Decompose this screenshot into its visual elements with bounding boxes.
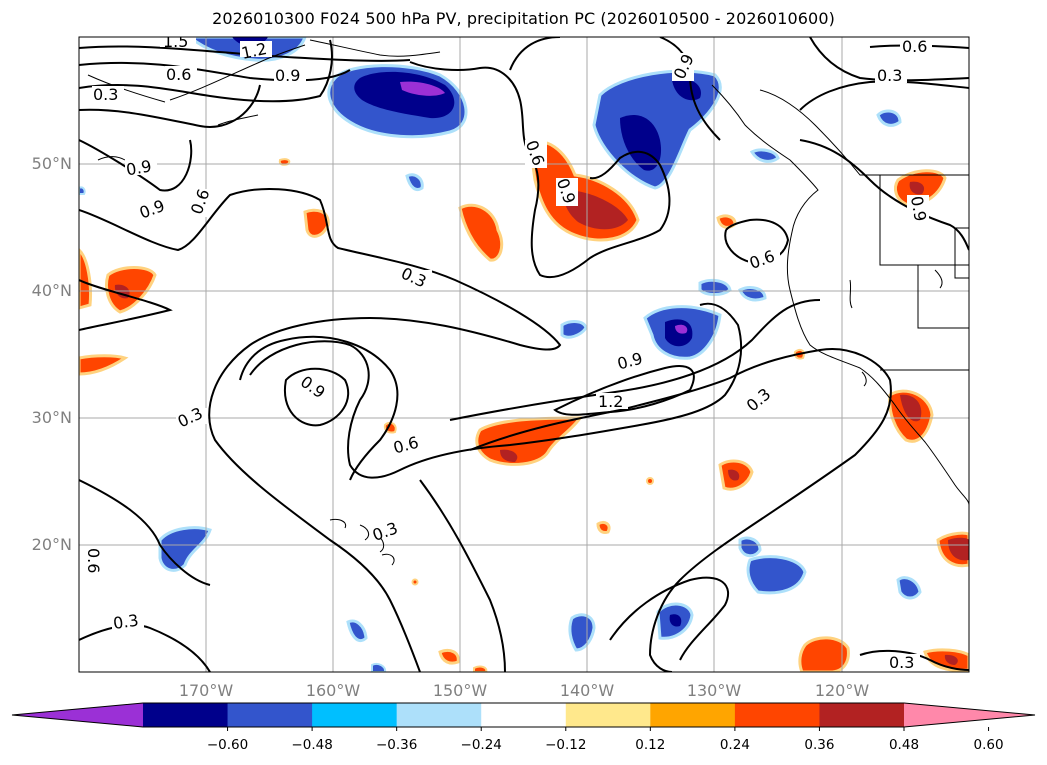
colorbar-tick-label: −0.60 <box>207 737 248 753</box>
lon-label-120w: 120°W <box>815 681 870 700</box>
lat-label-20n: 20°N <box>32 535 72 554</box>
lon-label-140w: 140°W <box>560 681 615 700</box>
lat-label-50n: 50°N <box>32 154 72 173</box>
lon-label-170w: 170°W <box>179 681 234 700</box>
colorbar-tick-label: 0.60 <box>974 737 1004 753</box>
contour-label: 0.9 <box>125 156 153 179</box>
colorbar-segment <box>819 703 905 727</box>
contour-label: 1.2 <box>598 392 623 411</box>
contour-label: 1.5 <box>163 32 188 51</box>
map-title: 2026010300 F024 500 hPa PV, precipitatio… <box>212 9 835 28</box>
contour-label: 0.9 <box>907 194 930 222</box>
contour-label: 0.3 <box>889 653 914 672</box>
colorbar-tick-label: 0.24 <box>720 737 750 753</box>
colorbar-segment <box>312 703 398 727</box>
contour-label: 0.6 <box>902 37 927 56</box>
colorbar-outline <box>11 702 1036 728</box>
gridlines <box>79 37 969 672</box>
colorbar-segment <box>396 703 482 727</box>
contour-label: 0.3 <box>877 66 902 85</box>
map-frame <box>78 36 970 673</box>
lat-label-30n: 30°N <box>32 408 72 427</box>
colorbar-segment <box>227 703 313 727</box>
colorbar-tick-label: −0.36 <box>376 737 417 753</box>
contour-label: 0.3 <box>112 611 140 633</box>
colorbar-segment <box>143 703 229 727</box>
pv-contours <box>79 37 969 672</box>
colorbar-segment <box>565 703 651 727</box>
colorbar-segment <box>650 703 736 727</box>
colorbar-tick-label: −0.24 <box>461 737 502 753</box>
lon-label-130w: 130°W <box>687 681 742 700</box>
colorbar-tick-label: 0.12 <box>635 737 665 753</box>
colorbar-tick-label: 0.48 <box>889 737 919 753</box>
colorbar-extension-low <box>12 703 143 727</box>
map-panel: 1.5 1.2 0.6 0.9 0.3 0.9 0.6 0.9 0.9 0.6 … <box>79 32 969 672</box>
contour-label: 0.6 <box>84 548 103 573</box>
contour-label: 0.6 <box>166 65 191 84</box>
contour-labels: 1.5 1.2 0.6 0.9 0.3 0.9 0.6 0.9 0.9 0.6 … <box>80 32 932 672</box>
colorbar-segment <box>734 703 820 727</box>
contour-label: 0.9 <box>275 66 300 85</box>
coastlines <box>87 39 969 566</box>
precipitation-shading <box>79 37 969 672</box>
lon-label-150w: 150°W <box>433 681 488 700</box>
contour-label: 1.2 <box>240 39 269 63</box>
lat-label-40n: 40°N <box>32 281 72 300</box>
colorbar-segment <box>481 703 567 727</box>
contour-label: 0.3 <box>93 85 118 104</box>
colorbar-tick-label: 0.36 <box>804 737 834 753</box>
latitude-labels: 50°N 40°N 30°N 20°N <box>32 154 72 554</box>
colorbar-tick-label: −0.12 <box>545 737 586 753</box>
colorbar-tick-label: −0.48 <box>291 737 332 753</box>
colorbar: −0.60 −0.48 −0.36 −0.24 −0.12 0.12 0.24 0.36 0.4… <box>11 702 1036 753</box>
lon-label-160w: 160°W <box>306 681 361 700</box>
longitude-labels: 170°W 160°W 150°W 140°W 130°W 120°W <box>179 681 870 700</box>
colorbar-extension-high <box>904 703 1035 727</box>
